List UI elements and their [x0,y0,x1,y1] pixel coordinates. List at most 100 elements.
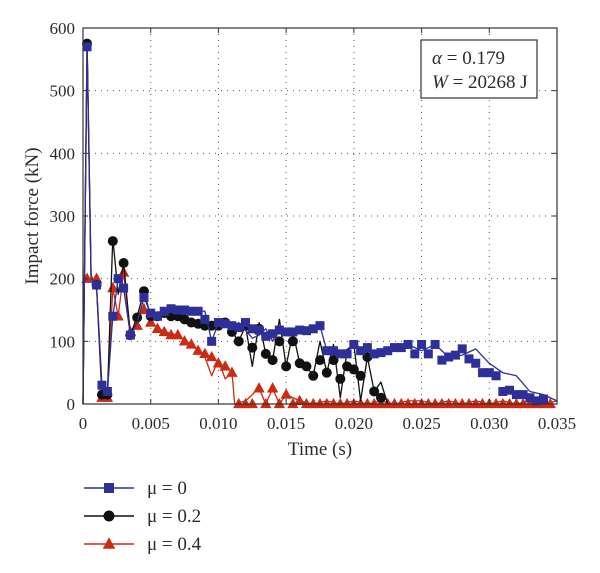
data-point [192,344,204,355]
legend-marker [104,483,114,493]
data-point [226,366,238,377]
x-tick-label: 0.020 [335,414,373,433]
data-point [335,373,346,384]
data-point [322,346,332,356]
y-tick-label: 500 [50,82,76,101]
data-point [260,397,272,409]
data-point [125,330,135,340]
data-point [484,368,494,378]
data-point [369,386,380,397]
x-tick-label: 0.035 [538,414,576,433]
plot-series [81,38,558,409]
alpha-value: = 0.179 [442,48,505,69]
data-point [266,382,279,393]
data-point [178,335,191,346]
data-point [173,305,183,315]
legend: μ = 0 μ = 0.2 μ = 0.4 [84,478,202,555]
y-tick-label: 200 [50,270,76,289]
data-point [274,325,284,335]
y-tick-label: 100 [50,332,76,351]
data-point [396,343,406,353]
data-point [450,350,460,360]
x-tick-label: 0 [79,414,88,433]
y-axis-label: Impact force (kN) [22,147,43,284]
data-point [471,358,481,368]
data-point [417,339,427,349]
data-point [348,364,359,375]
data-point [117,266,130,277]
data-point [437,355,447,365]
data-point [335,349,345,359]
data-point [119,283,129,293]
data-point [166,304,176,314]
x-tick-label: 0.015 [267,414,305,433]
data-point [108,311,118,321]
data-point [186,306,196,316]
data-point [281,361,292,372]
data-point [193,306,203,316]
legend-marker [102,537,116,549]
data-point [355,370,366,381]
data-point [247,342,258,353]
data-point [234,323,244,333]
data-point [212,357,225,368]
legend-label: μ = 0.4 [147,534,202,555]
y-tick-label: 600 [50,19,76,38]
data-point [329,346,339,356]
data-point [525,393,535,403]
data-point [219,360,231,371]
data-point [444,352,454,362]
data-point [287,397,299,409]
legend-marker [103,510,115,522]
data-point [511,390,521,400]
data-point [145,316,157,327]
data-point [199,347,211,359]
data-point [491,371,501,381]
data-point [241,318,251,328]
data-point [538,394,548,404]
data-point [267,355,278,366]
grid [83,28,557,404]
data-point [107,236,118,247]
data-point [518,390,528,400]
data-point [294,394,306,406]
data-point [92,280,102,290]
energy-value: = 20268 J [448,72,528,93]
legend-item: μ = 0.4 [84,534,202,555]
data-point [151,322,164,333]
data-point [342,349,352,359]
data-point [295,325,305,335]
data-point [389,343,399,353]
data-point [288,327,298,337]
x-axis-label: Time (s) [288,439,352,460]
data-point [287,336,298,347]
data-point [273,397,286,409]
data-point [118,258,129,268]
data-point [532,396,542,406]
data-point [205,350,218,362]
data-point [90,272,103,283]
data-point [158,325,170,337]
data-point [383,346,393,356]
data-point [356,346,366,356]
data-point [268,329,278,339]
data-point [464,354,474,364]
series-square [82,42,558,406]
legend-item: μ = 0.2 [84,506,201,527]
y-tick-label: 300 [50,207,76,226]
data-point [457,344,467,354]
alpha-symbol: α [432,48,443,69]
series-circle [82,38,389,405]
data-point [97,380,107,390]
x-tick-label: 0.005 [132,414,170,433]
data-point [280,388,292,399]
data-point [254,325,264,335]
data-point [185,338,198,349]
axis-ticks: 0 0.005 0.010 0.015 0.020 0.025 0.030 0.035 0 100… [50,19,577,433]
data-point [146,308,156,318]
data-point [207,336,217,346]
data-point [220,319,230,329]
data-point [544,397,556,409]
data-point [281,327,291,337]
